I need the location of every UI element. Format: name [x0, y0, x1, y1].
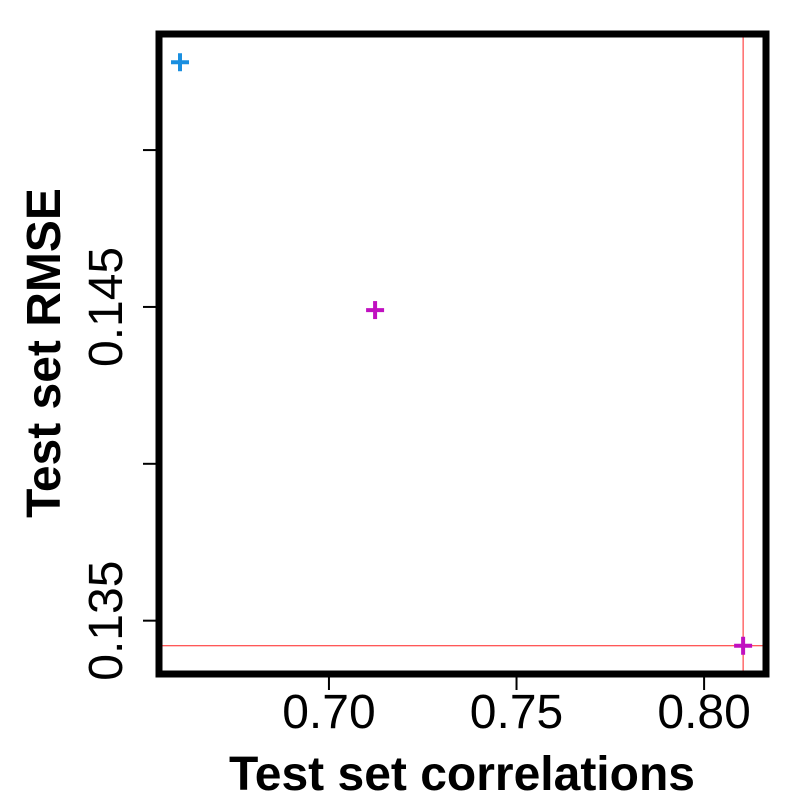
reference-lines [159, 34, 766, 674]
y-tick-label: 0.145 [80, 247, 133, 367]
x-axis: 0.70 0.75 0.80 [282, 677, 751, 739]
data-points [171, 53, 753, 655]
x-tick-label: 0.80 [657, 686, 750, 739]
data-point [366, 301, 385, 320]
x-tick-label: 0.75 [470, 686, 563, 739]
x-tick-label: 0.70 [282, 686, 375, 739]
x-axis-title: Test set correlations [229, 748, 695, 800]
data-point [734, 636, 753, 655]
y-axis-title: Test set RMSE [18, 188, 71, 518]
plot-frame [155, 30, 770, 678]
y-axis: 0.135 0.145 [80, 149, 156, 681]
y-tick-label: 0.135 [80, 561, 133, 681]
data-point [171, 53, 190, 72]
